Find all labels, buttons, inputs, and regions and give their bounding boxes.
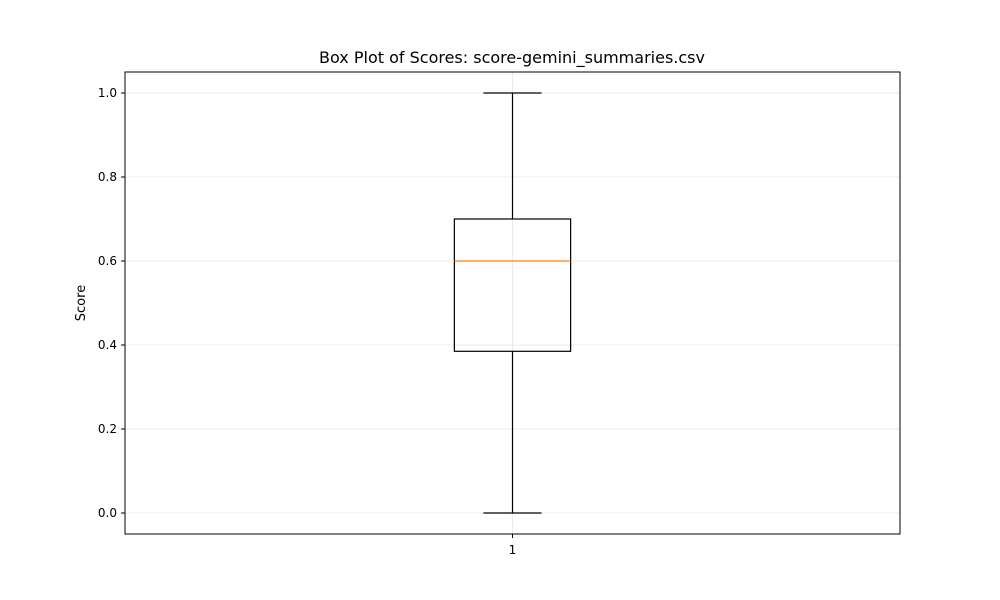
y-axis-label: Score bbox=[74, 285, 89, 321]
y-tick-label: 0.6 bbox=[98, 254, 117, 268]
y-tick-label: 1.0 bbox=[98, 86, 117, 100]
y-tick-label: 0.8 bbox=[98, 170, 117, 184]
y-axis-ticks: 0.0 0.2 0.4 0.6 0.8 1.0 bbox=[98, 86, 125, 520]
y-tick-label: 0.2 bbox=[98, 422, 117, 436]
y-tick-label: 0.4 bbox=[98, 338, 117, 352]
box-elements bbox=[453, 92, 572, 514]
y-tick-label: 0.0 bbox=[98, 506, 117, 520]
x-tick-label: 1 bbox=[509, 543, 517, 557]
x-axis-ticks: 1 bbox=[509, 534, 517, 557]
chart-title: Box Plot of Scores: score-gemini_summari… bbox=[319, 48, 705, 68]
interquartile-box bbox=[453, 218, 572, 352]
